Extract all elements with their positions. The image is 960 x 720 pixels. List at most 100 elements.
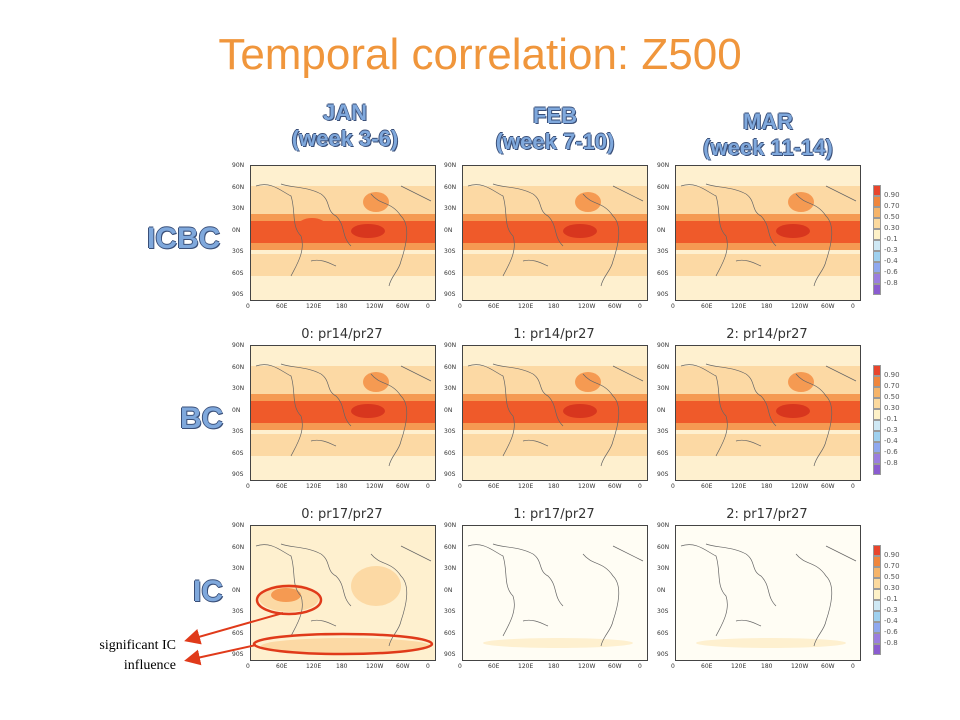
correlation-blob [575,192,601,212]
longitude-label: 60E [276,303,288,310]
coastline-outline [467,183,644,287]
longitude-label: 60W [396,663,410,670]
longitude-label: 120W [578,303,596,310]
annotation-line1: significant IC [99,638,176,653]
longitude-label: 120E [731,663,747,670]
latitude-label: 90S [657,651,669,658]
correlation-map [462,165,648,301]
row-label-ic: IC [193,575,223,608]
correlation-map [675,165,861,301]
latitude-label: 30S [232,248,244,255]
correlation-blob [776,404,810,418]
coastline-path [310,619,337,627]
latitude-label: 30S [444,608,456,615]
column-weeks: (week 3-6) [291,126,399,151]
longitude-label: 60E [276,483,288,490]
correlation-band [251,401,435,423]
coastline-path [492,183,564,247]
coastline-outline [255,543,432,647]
colorbar-label: 0.90 [884,371,900,379]
latitude-label: 90S [657,471,669,478]
longitude-label: 60E [488,663,500,670]
latitude-label: 60N [444,363,457,371]
annotation-arrow-1 [184,612,284,645]
coastline-path [680,184,728,277]
longitude-label: 0 [458,483,462,490]
coastline-path [680,544,728,637]
coastline-path [280,363,352,427]
correlation-blob [575,372,601,392]
colorbar-label: 0.70 [884,202,900,210]
longitude-label: 60W [396,483,410,490]
column-month: MAR [742,109,794,134]
latitude-label: 30S [444,428,456,435]
correlation-band [463,434,647,456]
latitude-label: 30N [657,565,670,572]
correlation-blob [363,192,389,212]
longitude-label: 0 [638,483,642,490]
latitude-label: 60S [657,449,669,457]
latitude-label: 90N [444,162,457,169]
colorbar [873,365,881,475]
longitude-label: 180 [336,663,348,670]
correlation-map [462,345,648,481]
column-month: FEB [533,103,577,128]
latitude-label: 30S [444,248,456,255]
correlation-blob [351,224,385,238]
longitude-label: 60W [821,663,835,670]
colorbar-swatch [873,567,881,578]
coastline-path [582,553,620,647]
longitude-label: 120W [578,663,596,670]
coastline-path [400,545,432,562]
colorbar [873,545,881,655]
correlation-blob [788,192,814,212]
coastline-path [825,365,857,382]
coastline-outline [680,363,857,467]
colorbar-swatch [873,218,881,229]
longitude-label: 0 [671,483,675,490]
latitude-label: 60N [657,183,670,191]
panel-title: 0: pr14/pr27 [301,327,383,342]
longitude-label: 60W [608,483,622,490]
coastline-path [492,363,564,427]
ic-southern-ellipse [252,632,434,656]
coastline-outline [255,363,432,467]
colorbar-label: 0.30 [884,224,900,232]
correlation-band [463,401,647,423]
coastline-path [825,185,857,202]
coastline-path [612,185,644,202]
latitude-label: 30S [657,248,669,255]
column-month: JAN [322,100,367,125]
coastline-path [370,193,408,287]
colorbar-swatch [873,578,881,589]
coastline-path [582,373,620,467]
longitude-label: 120E [518,303,534,310]
colorbar-swatch [873,409,881,420]
longitude-label: 0 [671,663,675,670]
latitude-label: 30N [444,565,457,572]
coastline-path [705,543,777,607]
colorbar-swatch [873,600,881,611]
colorbar-swatch [873,453,881,464]
latitude-label: 0N [657,226,666,234]
correlation-band [676,254,860,276]
coastline-path [522,439,549,447]
longitude-label: 180 [548,483,560,490]
coastline-path [582,193,620,287]
coastline-path [400,185,432,202]
longitude-label: 0 [638,303,642,310]
longitude-label: 0 [851,303,855,310]
annotation-note: significant IC influence [40,636,176,676]
colorbar-label: -0.1 [884,595,898,603]
longitude-label: 120E [306,483,322,490]
latitude-label: 60S [657,629,669,637]
correlation-band [676,434,860,456]
colorbar-label: -0.6 [884,628,898,636]
correlation-blob [351,566,401,606]
colorbar-swatch [873,622,881,633]
colorbar-label: -0.8 [884,459,898,467]
longitude-label: 180 [761,303,773,310]
column-header-jan: JAN (week 3-6) [235,100,455,152]
coastline-path [795,193,833,287]
coastline-path [705,363,777,427]
